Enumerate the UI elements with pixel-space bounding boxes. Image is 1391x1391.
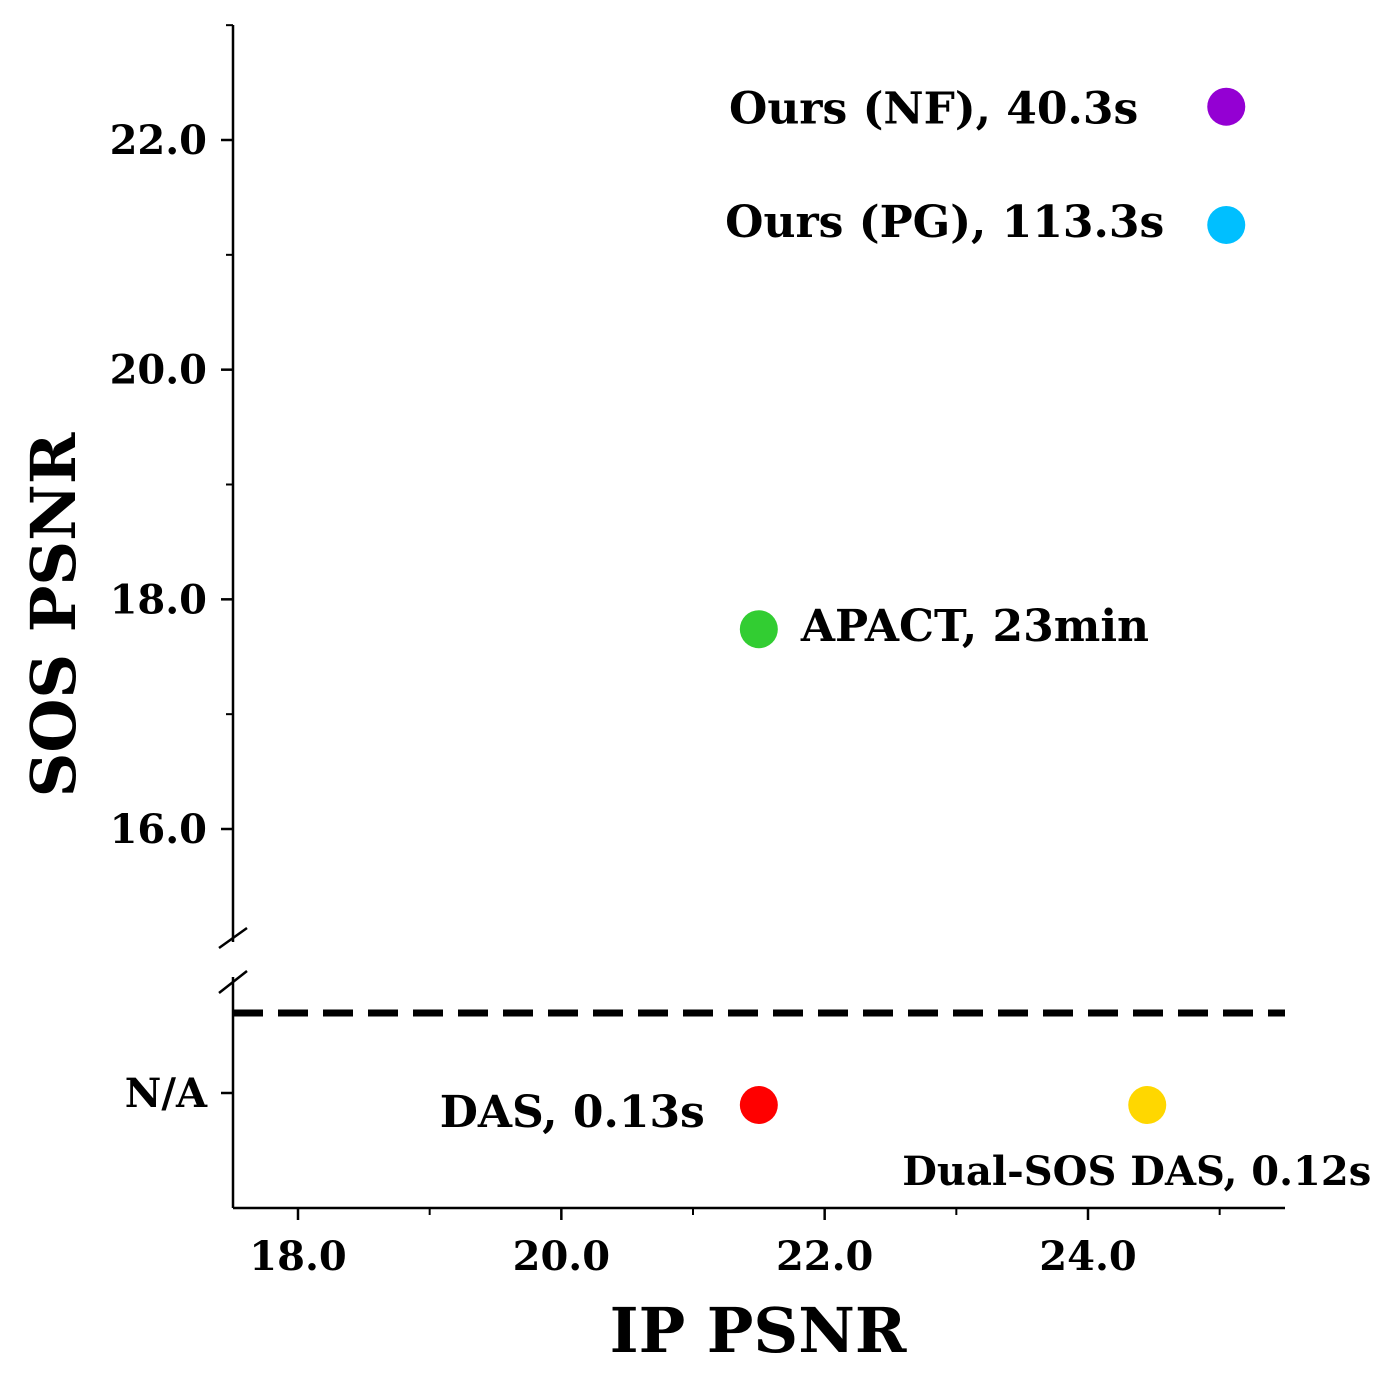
axis-break-mark-upper	[218, 926, 248, 950]
y-tick-label: 20.0	[110, 347, 207, 394]
data-point-label: Dual-SOS DAS, 0.12s	[902, 1148, 1371, 1195]
point-labels: Ours (NF), 40.3s Ours (PG), 113.3s APACT, …	[440, 84, 1371, 1195]
y-tick-label: 16.0	[110, 806, 207, 853]
x-axis-title: IP PSNR	[610, 1294, 907, 1367]
data-point-label: Ours (PG), 113.3s	[725, 197, 1164, 248]
x-tick-label: 22.0	[776, 1233, 873, 1280]
data-point-label: DAS, 0.13s	[440, 1087, 705, 1138]
axis-break-mark-lower	[218, 970, 248, 994]
data-point-label: APACT, 23min	[800, 601, 1149, 652]
data-points	[739, 87, 1246, 1124]
tick-marks	[221, 24, 1221, 1220]
data-point	[1207, 87, 1246, 126]
y-axis-title: SOS PSNR	[17, 432, 90, 797]
y-tick-label-na: N/A	[125, 1070, 208, 1117]
x-tick-label: 20.0	[513, 1233, 610, 1280]
y-tick-label: 22.0	[110, 117, 207, 164]
data-point	[1128, 1086, 1167, 1124]
data-point	[1207, 205, 1246, 244]
data-point	[739, 610, 778, 649]
y-tick-label: 18.0	[110, 576, 207, 623]
data-point	[739, 1086, 778, 1124]
data-point-label: Ours (NF), 40.3s	[729, 84, 1138, 135]
x-tick-label: 24.0	[1039, 1233, 1136, 1280]
x-tick-label: 18.0	[249, 1233, 346, 1280]
tick-labels: 18.0 20.0 22.0 24.0 16.0 18.0 20.0 22.0 N/A	[110, 117, 1137, 1280]
